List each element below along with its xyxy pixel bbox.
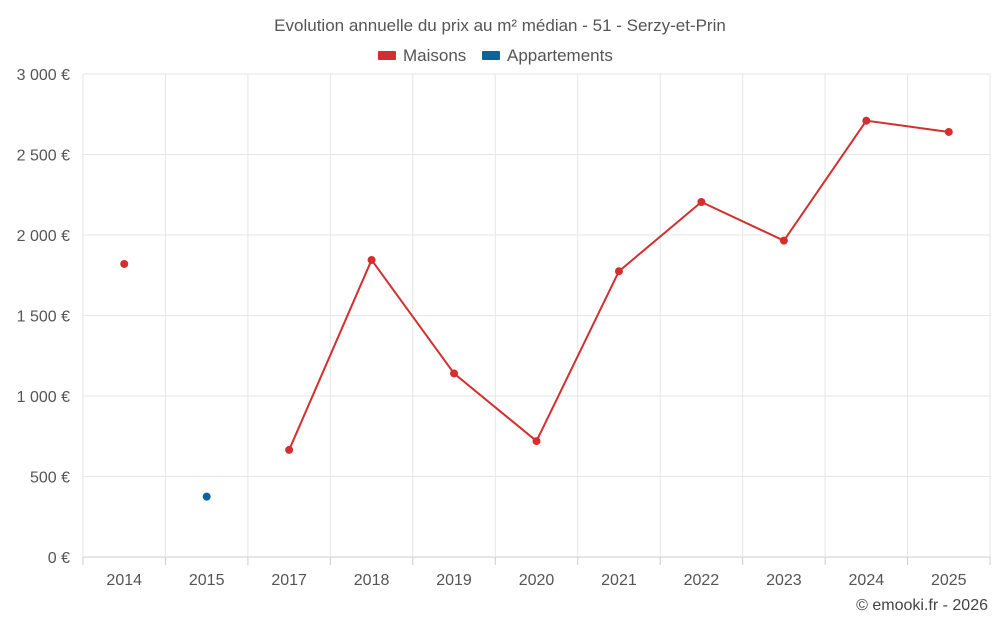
x-tick-label: 2014	[106, 572, 142, 589]
y-tick-label: 2 500 €	[17, 148, 70, 165]
series-line-maisons	[288, 119, 949, 451]
x-tick-label: 2019	[436, 572, 472, 589]
data-point-maisons[interactable]	[779, 236, 788, 245]
data-point-maisons[interactable]	[614, 267, 623, 276]
y-tick-label: 3 000 €	[17, 67, 70, 84]
data-point-maisons[interactable]	[944, 127, 953, 136]
x-tick-label: 2020	[519, 572, 555, 589]
grid	[82, 73, 991, 565]
series	[120, 116, 953, 501]
y-tick-label: 2 000 €	[17, 228, 70, 245]
x-tick-label: 2022	[684, 572, 720, 589]
x-tick-label: 2017	[271, 572, 307, 589]
y-axis-ticks: 0 € 500 € 1 000 € 1 500 € 2 000 € 2 500 € 3 00…	[17, 67, 70, 567]
x-tick-label: 2018	[354, 572, 390, 589]
y-tick-label: 1 000 €	[17, 389, 70, 406]
x-tick-label: 2024	[849, 572, 885, 589]
data-point-maisons[interactable]	[367, 255, 376, 264]
x-tick-label: 2023	[766, 572, 802, 589]
data-point-appartements[interactable]	[202, 492, 211, 501]
data-point-maisons[interactable]	[120, 259, 129, 268]
legend-label-appartements: Appartements	[507, 46, 613, 65]
data-point-maisons[interactable]	[862, 116, 871, 125]
data-point-maisons[interactable]	[450, 369, 459, 378]
credit-text: © emooki.fr - 2026	[856, 597, 988, 614]
legend-swatch-maisons	[378, 51, 396, 60]
legend-label-maisons: Maisons	[403, 46, 466, 65]
data-point-maisons[interactable]	[285, 445, 294, 454]
x-axis-ticks: 2014 2015 2017 2018 2019 2020 2021 2022 2023 2024…	[106, 572, 966, 589]
legend-swatch-appartements	[482, 51, 500, 60]
x-tick-label: 2021	[601, 572, 637, 589]
chart-title: Evolution annuelle du prix au m² médian …	[274, 16, 726, 35]
legend-item-appartements[interactable]: Appartements	[482, 46, 613, 65]
y-tick-label: 1 500 €	[17, 309, 70, 326]
x-tick-label: 2025	[931, 572, 967, 589]
y-tick-label: 500 €	[30, 470, 70, 487]
data-point-maisons[interactable]	[697, 197, 706, 206]
legend-item-maisons[interactable]: Maisons	[378, 46, 466, 65]
data-point-maisons[interactable]	[532, 437, 541, 446]
y-tick-label: 0 €	[48, 550, 70, 567]
x-tick-label: 2015	[189, 572, 225, 589]
legend: Maisons Appartements	[378, 46, 613, 65]
